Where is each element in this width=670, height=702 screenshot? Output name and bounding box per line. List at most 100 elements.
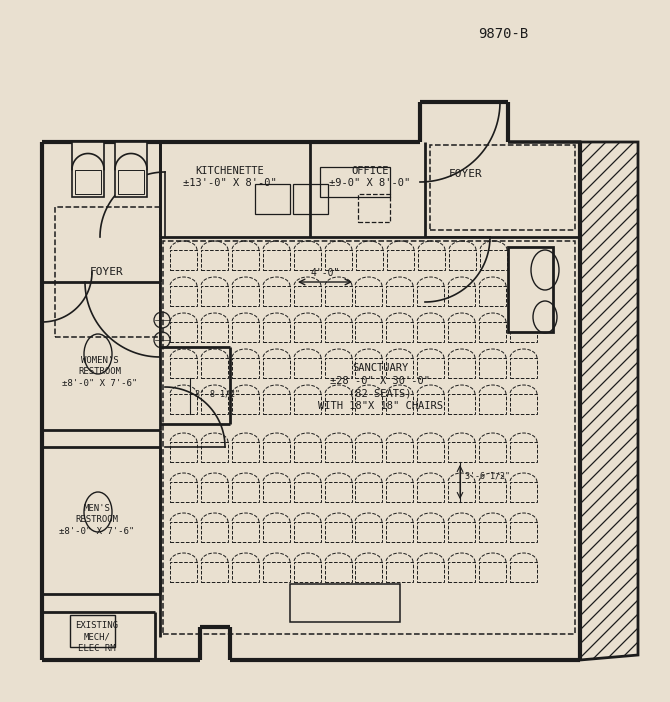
Text: OFFICE
±9-0" X 8'-0": OFFICE ±9-0" X 8'-0" bbox=[330, 166, 411, 188]
Bar bbox=[201, 394, 228, 414]
Text: KITCHENETTE
±13'-0" X 8'-0": KITCHENETTE ±13'-0" X 8'-0" bbox=[183, 166, 277, 188]
Bar bbox=[263, 322, 290, 342]
Bar bbox=[355, 522, 382, 542]
Bar bbox=[325, 482, 352, 502]
Bar bbox=[232, 358, 259, 378]
Text: SANCTUARY
±28'-0" X 30'-0"
(82 SEATS)
WITH 18"X 18" CHAIRS: SANCTUARY ±28'-0" X 30'-0" (82 SEATS) WI… bbox=[318, 364, 442, 411]
Bar bbox=[294, 394, 321, 414]
Bar bbox=[418, 250, 445, 270]
Bar bbox=[479, 322, 506, 342]
Bar bbox=[201, 482, 228, 502]
Bar bbox=[263, 562, 290, 582]
Bar bbox=[294, 562, 321, 582]
Text: FOYER: FOYER bbox=[90, 267, 124, 277]
Bar bbox=[232, 442, 259, 462]
Bar bbox=[386, 522, 413, 542]
Bar bbox=[118, 169, 144, 194]
Bar bbox=[355, 286, 382, 306]
Bar bbox=[386, 442, 413, 462]
Bar bbox=[163, 241, 575, 634]
Bar bbox=[294, 322, 321, 342]
Bar bbox=[417, 482, 444, 502]
Bar bbox=[201, 322, 228, 342]
Bar bbox=[510, 522, 537, 542]
Bar bbox=[510, 322, 537, 342]
Bar bbox=[355, 442, 382, 462]
Bar bbox=[480, 250, 507, 270]
Bar bbox=[293, 184, 328, 214]
Bar bbox=[232, 562, 259, 582]
Bar bbox=[448, 522, 475, 542]
Text: MEN'S
RESTROOM
±8'-0" X 7'-6": MEN'S RESTROOM ±8'-0" X 7'-6" bbox=[60, 505, 135, 536]
Bar bbox=[232, 250, 259, 270]
Text: 3'-8 1/2": 3'-8 1/2" bbox=[195, 390, 240, 399]
Bar bbox=[430, 145, 575, 230]
Bar bbox=[417, 394, 444, 414]
Bar bbox=[387, 250, 414, 270]
Bar bbox=[294, 250, 321, 270]
Bar bbox=[294, 442, 321, 462]
Bar bbox=[170, 482, 197, 502]
Bar bbox=[325, 358, 352, 378]
Bar bbox=[201, 250, 228, 270]
Bar bbox=[448, 286, 475, 306]
Bar bbox=[417, 358, 444, 378]
Bar bbox=[386, 482, 413, 502]
Text: 3'-6 1/2": 3'-6 1/2" bbox=[465, 472, 510, 480]
Bar bbox=[170, 522, 197, 542]
Text: 9870-B: 9870-B bbox=[478, 27, 528, 41]
Text: FOYER: FOYER bbox=[449, 169, 483, 179]
Bar bbox=[386, 322, 413, 342]
Bar bbox=[325, 286, 352, 306]
Bar bbox=[355, 482, 382, 502]
Bar bbox=[201, 358, 228, 378]
Bar bbox=[55, 207, 160, 337]
Bar bbox=[355, 394, 382, 414]
Bar bbox=[294, 286, 321, 306]
Bar bbox=[232, 394, 259, 414]
Bar bbox=[325, 442, 352, 462]
Bar bbox=[263, 482, 290, 502]
Bar bbox=[263, 442, 290, 462]
Bar bbox=[263, 286, 290, 306]
Bar bbox=[448, 322, 475, 342]
Bar bbox=[355, 322, 382, 342]
Bar bbox=[448, 562, 475, 582]
Bar bbox=[232, 522, 259, 542]
Bar bbox=[479, 286, 506, 306]
Text: WOMEN'S
RESTROOM
±8'-0" X 7'-6": WOMEN'S RESTROOM ±8'-0" X 7'-6" bbox=[62, 357, 137, 388]
Bar bbox=[386, 394, 413, 414]
Bar bbox=[510, 482, 537, 502]
Bar bbox=[508, 247, 553, 332]
Text: 4'-0": 4'-0" bbox=[310, 268, 340, 278]
Bar bbox=[448, 482, 475, 502]
Bar bbox=[232, 482, 259, 502]
Bar bbox=[448, 394, 475, 414]
Bar bbox=[201, 562, 228, 582]
Bar bbox=[510, 358, 537, 378]
Text: EXISTING
MECH/
ELEC RM: EXISTING MECH/ ELEC RM bbox=[76, 621, 119, 653]
Bar bbox=[417, 442, 444, 462]
Bar bbox=[263, 522, 290, 542]
Bar bbox=[479, 442, 506, 462]
Bar bbox=[170, 442, 197, 462]
Bar bbox=[232, 322, 259, 342]
Bar bbox=[170, 322, 197, 342]
Bar bbox=[170, 286, 197, 306]
Bar bbox=[510, 562, 537, 582]
Bar bbox=[356, 250, 383, 270]
Bar bbox=[355, 562, 382, 582]
Bar bbox=[75, 169, 101, 194]
Bar bbox=[417, 562, 444, 582]
Bar bbox=[294, 522, 321, 542]
Bar bbox=[201, 286, 228, 306]
Bar bbox=[448, 442, 475, 462]
Bar bbox=[290, 584, 400, 622]
Bar bbox=[386, 286, 413, 306]
Bar bbox=[232, 286, 259, 306]
Bar bbox=[201, 522, 228, 542]
Bar bbox=[325, 394, 352, 414]
Bar bbox=[510, 442, 537, 462]
Bar bbox=[325, 522, 352, 542]
Bar bbox=[479, 562, 506, 582]
